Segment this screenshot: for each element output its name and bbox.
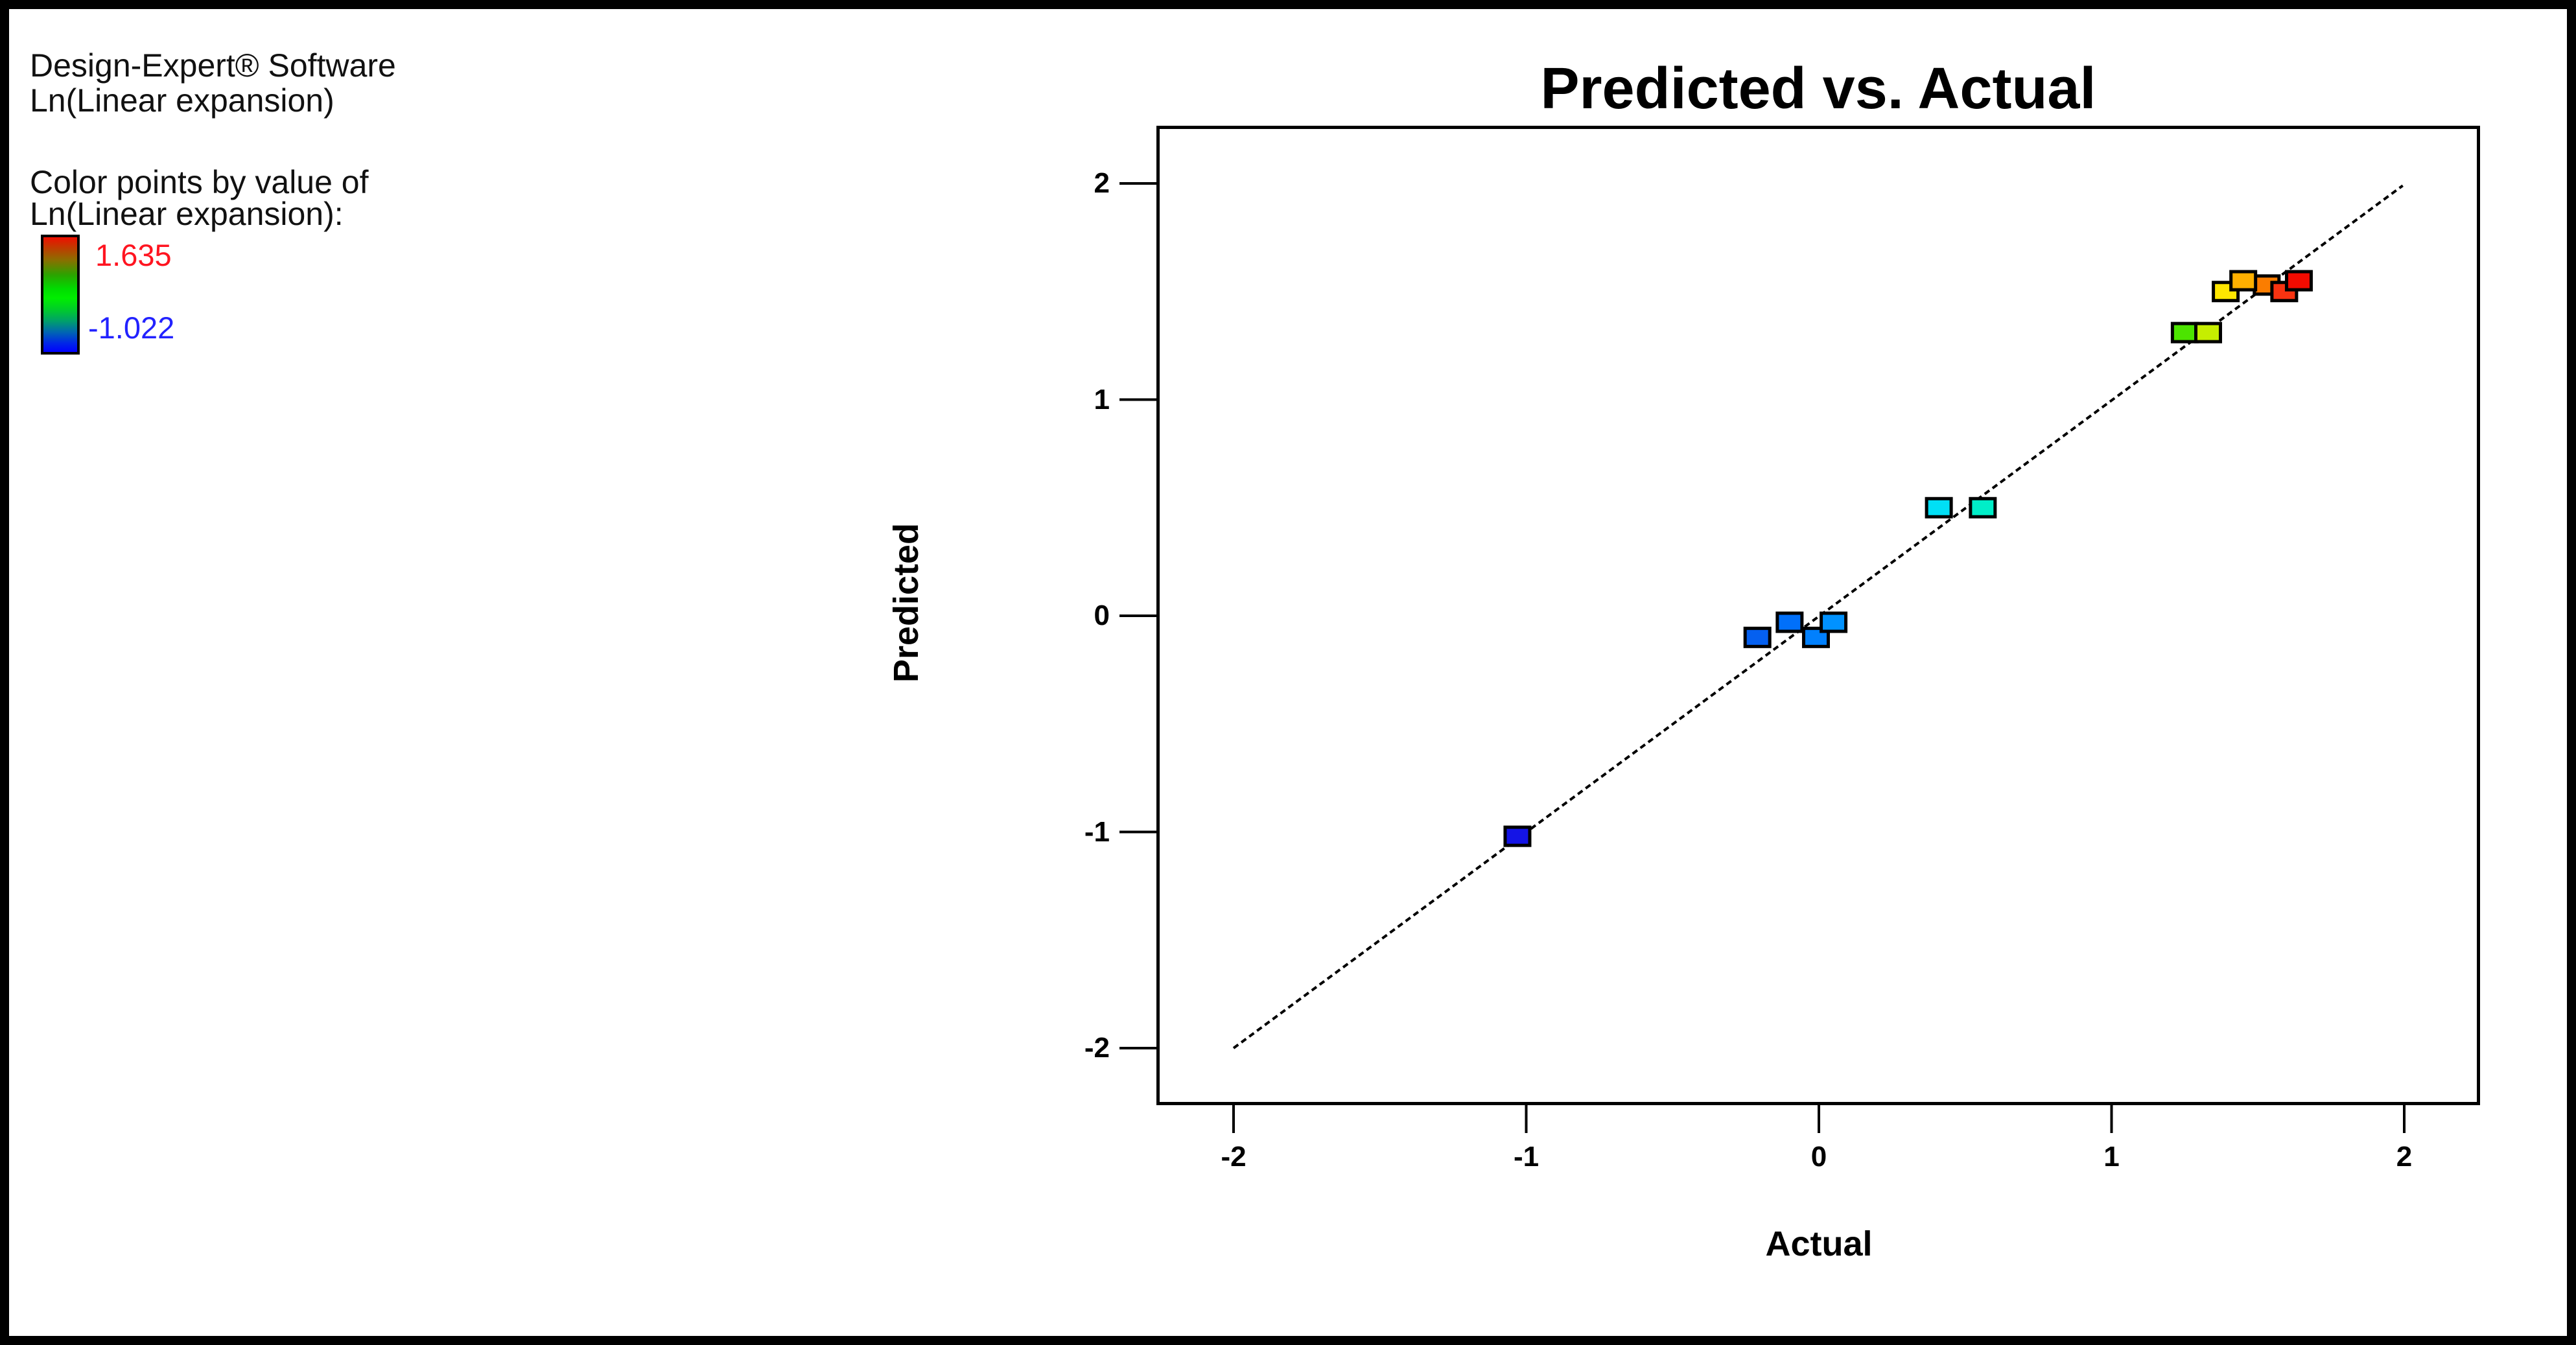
color-scale-bar bbox=[41, 235, 80, 355]
data-point-marker[interactable] bbox=[2170, 322, 2199, 344]
x-axis-title: Actual bbox=[1765, 1224, 1873, 1263]
color-by-caption-line2: Ln(Linear expansion): bbox=[30, 196, 344, 232]
response-name-label: Ln(Linear expansion) bbox=[30, 82, 334, 119]
x-tick-label: -1 bbox=[1513, 1141, 1540, 1173]
x-tick-label: 1 bbox=[2103, 1141, 2120, 1173]
x-tick-label: 0 bbox=[1810, 1141, 1827, 1173]
data-point-marker[interactable] bbox=[2194, 322, 2222, 344]
data-point-marker[interactable] bbox=[1775, 611, 1804, 633]
color-by-caption-line1: Color points by value of bbox=[30, 164, 369, 200]
color-scale-max-value: 1.635 bbox=[95, 238, 172, 272]
y-tick-label: 0 bbox=[1094, 600, 1110, 631]
data-point-marker[interactable] bbox=[1743, 626, 1772, 648]
color-scale-min-value: -1.022 bbox=[88, 310, 175, 345]
y-tick-label: -1 bbox=[1084, 815, 1110, 848]
chart-title: Predicted vs. Actual bbox=[1540, 56, 2096, 121]
y-tick-label: -2 bbox=[1084, 1032, 1110, 1064]
software-name-label: Design-Expert® Software bbox=[30, 47, 396, 84]
y-axis-title: Predicted bbox=[887, 522, 926, 683]
data-point-marker[interactable] bbox=[1820, 611, 1848, 633]
data-point-marker[interactable] bbox=[1925, 497, 1953, 519]
y-tick-label: 2 bbox=[1094, 167, 1110, 199]
y-tick-label: 1 bbox=[1094, 383, 1110, 415]
data-point-marker[interactable] bbox=[1969, 497, 1997, 519]
data-point-marker[interactable] bbox=[2212, 281, 2240, 303]
data-point-marker[interactable] bbox=[2284, 270, 2313, 292]
x-tick-label: -2 bbox=[1221, 1141, 1247, 1173]
diagonal-reference-line bbox=[1232, 184, 2404, 1049]
x-tick-label: 2 bbox=[2396, 1141, 2413, 1173]
data-point-marker[interactable] bbox=[2229, 270, 2258, 292]
data-point-marker[interactable] bbox=[1503, 825, 1532, 847]
